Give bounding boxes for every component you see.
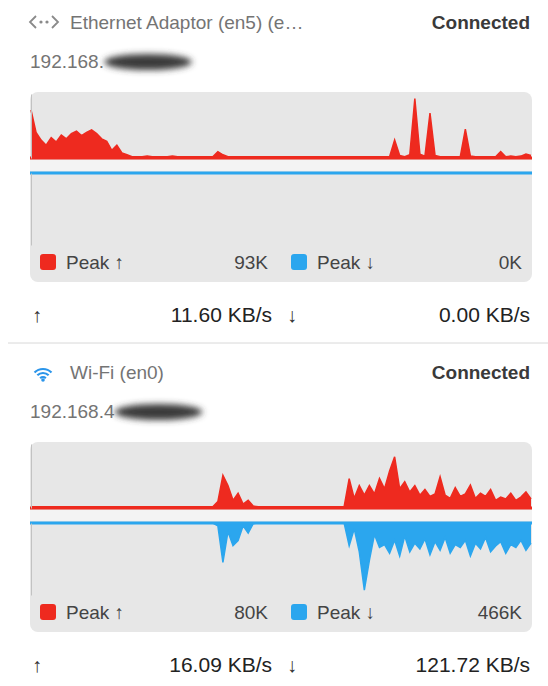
icon-stroke <box>30 16 58 28</box>
legend-label: Peak ↓ <box>317 602 375 623</box>
wifi-icon <box>34 368 53 382</box>
baseline <box>30 172 532 175</box>
peak-value: 93K <box>234 252 268 273</box>
baseline-gap <box>30 510 532 521</box>
interface-name: Wi-Fi (en0) <box>70 362 164 383</box>
ip-address: 192.168.4 <box>30 401 115 422</box>
chart-background <box>30 442 532 632</box>
legend-entry: Peak ↑ 80K <box>40 602 268 623</box>
axis-line <box>31 95 32 159</box>
peak-value: 0K <box>499 252 523 273</box>
status: Connected <box>432 12 530 33</box>
value-axis <box>31 174 32 246</box>
arrow-down: ↓ <box>287 654 297 676</box>
legend-label: Peak ↑ <box>66 602 124 623</box>
ip-address: 192.168. <box>30 51 104 72</box>
rate-up: 11.60 KB/s <box>171 303 272 326</box>
icon-dot <box>41 378 45 382</box>
rate-up: 16.09 KB/s <box>169 653 272 676</box>
arrow-up: ↑ <box>32 304 42 326</box>
legend-label: Peak ↑ <box>66 252 124 273</box>
icon-dot <box>39 20 42 23</box>
interface-panel: Wi-Fi (en0)Connected192.168.4Peak ↑80KPe… <box>30 362 532 676</box>
axis-line <box>31 524 32 596</box>
legend-swatch <box>291 254 307 270</box>
value-axis <box>31 524 32 596</box>
traffic-line <box>31 172 531 174</box>
traffic-line <box>31 457 531 507</box>
arrow-up: ↑ <box>32 654 42 676</box>
rate-down: 121.72 KB/s <box>416 653 530 676</box>
value-axis <box>31 445 32 509</box>
plot-area <box>30 98 532 173</box>
traffic-area <box>31 173 531 174</box>
legend-entry: Peak ↓ 0K <box>291 252 522 273</box>
interface-name: Ethernet Adaptor (en5) (e… <box>70 12 303 33</box>
axis-line <box>31 174 32 246</box>
traffic-area <box>31 98 531 158</box>
legend-swatch <box>40 254 56 270</box>
chart-background <box>30 92 532 282</box>
legend-entry: Peak ↑ 93K <box>40 252 268 273</box>
legend-entry: Peak ↓ 466K <box>291 602 522 623</box>
redaction-blur <box>104 54 192 70</box>
traffic-line <box>31 523 531 590</box>
value-axis <box>31 95 32 159</box>
axis-line <box>31 445 32 509</box>
redaction-blur <box>115 404 203 420</box>
ethernet-icon <box>30 16 58 28</box>
screen: Ethernet Adaptor (en5) (e… Connected 192.1… <box>0 0 548 686</box>
legend-swatch <box>40 604 56 620</box>
peak-value: 466K <box>478 602 523 623</box>
baseline <box>30 507 532 510</box>
legend-swatch <box>291 604 307 620</box>
plot-area <box>30 457 532 590</box>
traffic-line <box>31 98 531 156</box>
baseline <box>30 157 532 160</box>
legend-label: Peak ↓ <box>317 252 375 273</box>
traffic-area <box>31 523 531 590</box>
peak-value: 80K <box>234 602 268 623</box>
status: Connected <box>432 362 530 383</box>
arrow-down: ↓ <box>287 304 297 326</box>
icon-arc <box>37 372 50 376</box>
separator <box>8 343 548 344</box>
baseline-gap <box>30 160 532 171</box>
icon-dot <box>45 20 48 23</box>
interface-panel: Ethernet Adaptor (en5) (e… Connected 192.1… <box>8 12 548 343</box>
rate-down: 0.00 KB/s <box>439 303 530 326</box>
baseline <box>30 522 532 525</box>
traffic-area <box>31 457 531 508</box>
